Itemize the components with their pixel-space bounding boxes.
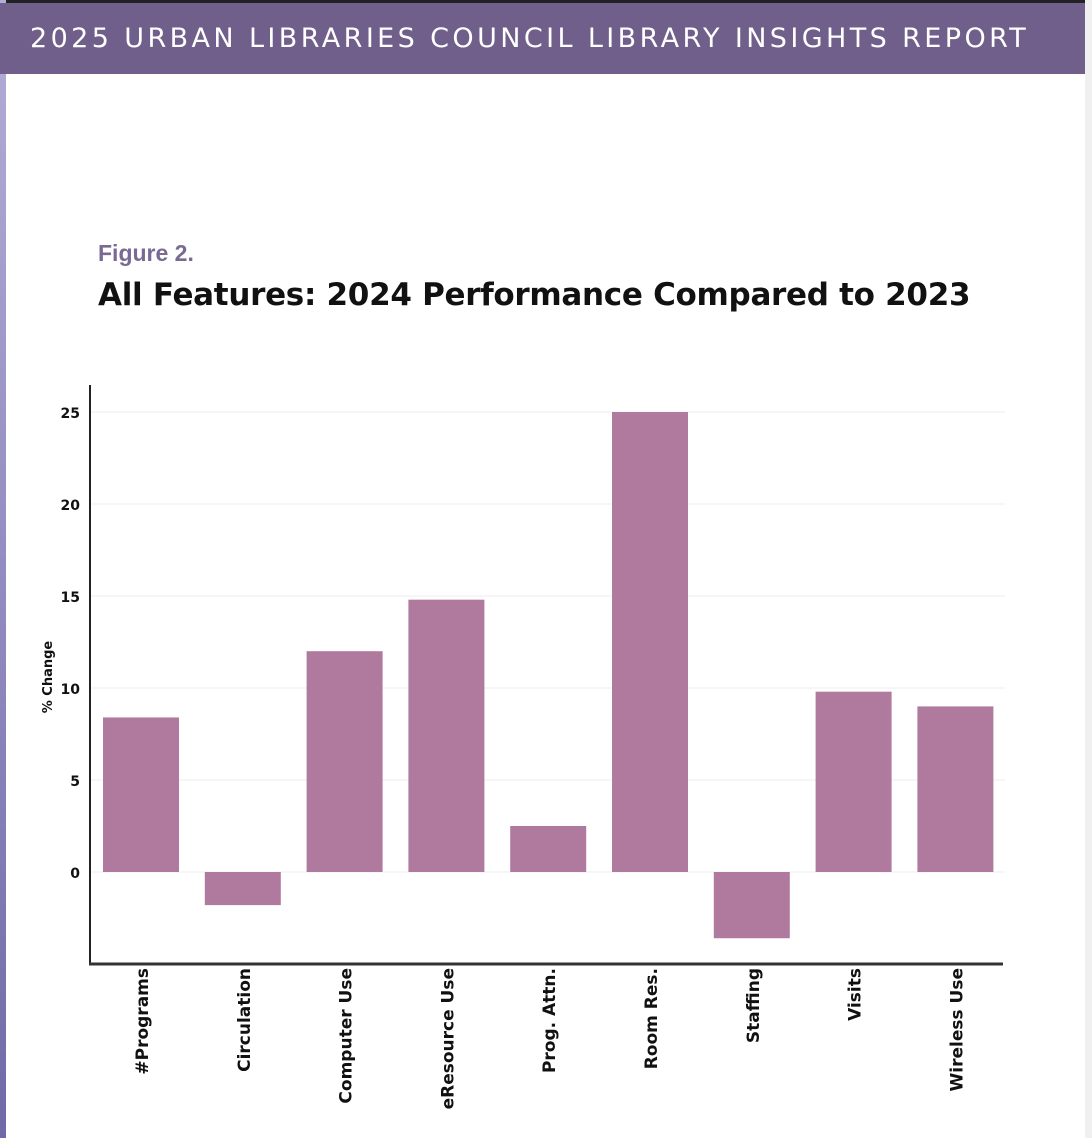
x-tick-label: Computer Use bbox=[337, 968, 357, 1104]
y-tick-label: 15 bbox=[61, 590, 80, 606]
right-edge-decoration bbox=[1085, 0, 1092, 1138]
y-tick-label: 20 bbox=[61, 498, 81, 514]
x-tick-label: eResource Use bbox=[438, 968, 458, 1109]
bars bbox=[103, 412, 994, 939]
x-tick-label: Prog. Attn. bbox=[540, 968, 560, 1073]
x-tick-label: #Programs bbox=[133, 968, 153, 1075]
y-tick-label: 10 bbox=[61, 682, 81, 698]
top-border bbox=[0, 0, 1092, 3]
bar-computer-use bbox=[306, 651, 383, 872]
labels: 0 5 10 15 20 25 #Programs Circulation Computer U… bbox=[41, 406, 967, 1109]
x-tick-label: Circulation bbox=[235, 968, 255, 1072]
bar-eresource-use bbox=[408, 599, 485, 872]
bar-staffing bbox=[713, 872, 790, 939]
bar-room-res bbox=[612, 412, 688, 872]
axes bbox=[89, 385, 1003, 966]
bar-programs bbox=[103, 717, 179, 872]
x-tick-label: Staffing bbox=[744, 968, 764, 1043]
bar-wireless-use bbox=[917, 706, 994, 872]
figure-title: All Features: 2024 Performance Compared … bbox=[98, 277, 971, 313]
bar-visits bbox=[815, 691, 892, 872]
report-banner: 2025 URBAN LIBRARIES COUNCIL LIBRARY INS… bbox=[0, 3, 1085, 74]
figure-label: Figure 2. bbox=[98, 240, 194, 266]
bar-circulation bbox=[204, 872, 281, 906]
x-tick-label: Visits bbox=[846, 968, 866, 1021]
bar-prog-attn bbox=[510, 826, 587, 872]
left-edge-decoration bbox=[0, 0, 6, 1138]
y-tick-label: 0 bbox=[70, 866, 80, 882]
y-tick-label: 25 bbox=[61, 406, 80, 422]
x-tick-label: Wireless Use bbox=[947, 968, 967, 1091]
y-axis-label: % Change bbox=[41, 641, 56, 714]
y-tick-label: 5 bbox=[70, 774, 80, 790]
banner-title: 2025 URBAN LIBRARIES COUNCIL LIBRARY INS… bbox=[30, 23, 1030, 54]
x-tick-label: Room Res. bbox=[642, 968, 662, 1069]
